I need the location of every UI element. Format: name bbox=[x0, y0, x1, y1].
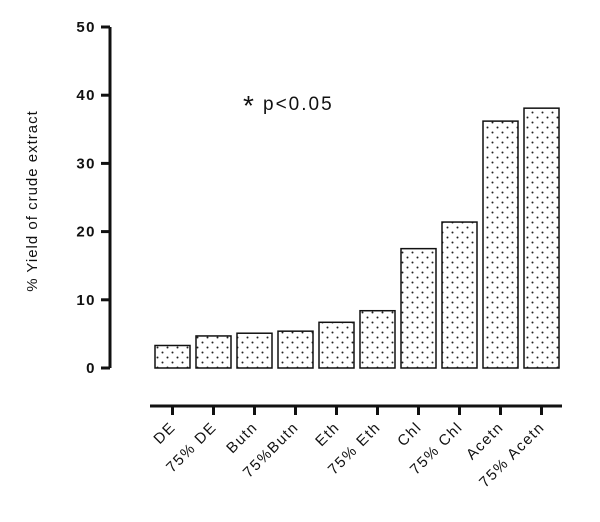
bar bbox=[400, 247, 437, 369]
bar bbox=[195, 335, 232, 369]
bar bbox=[318, 321, 355, 369]
bar bbox=[236, 332, 273, 369]
annotation-text: p<0.05 bbox=[263, 94, 334, 115]
y-tick-label: 10 bbox=[76, 292, 96, 309]
y-axis: 0 10 20 30 40 50 bbox=[76, 19, 112, 377]
significance-annotation: * p<0.05 bbox=[243, 90, 334, 121]
y-tick-label: 50 bbox=[76, 19, 96, 36]
x-tick-label: Eth bbox=[312, 419, 343, 450]
x-tick-label: Chl bbox=[394, 419, 425, 450]
x-tick-label: Butn bbox=[223, 419, 261, 457]
bar bbox=[359, 309, 396, 369]
annotation-star: * bbox=[243, 90, 254, 121]
bar bbox=[482, 120, 519, 369]
y-axis-label: % Yield of crude extract bbox=[24, 110, 41, 292]
y-tick-label: 40 bbox=[76, 87, 96, 104]
y-tick-label: 20 bbox=[76, 224, 96, 241]
y-tick-label: 0 bbox=[86, 360, 96, 377]
bar bbox=[441, 221, 478, 369]
bar bbox=[277, 330, 314, 369]
y-tick-label: 30 bbox=[76, 155, 96, 172]
bar bbox=[154, 344, 191, 369]
bar bbox=[523, 107, 560, 369]
bars bbox=[154, 107, 560, 369]
x-tick-label: DE bbox=[150, 419, 179, 448]
